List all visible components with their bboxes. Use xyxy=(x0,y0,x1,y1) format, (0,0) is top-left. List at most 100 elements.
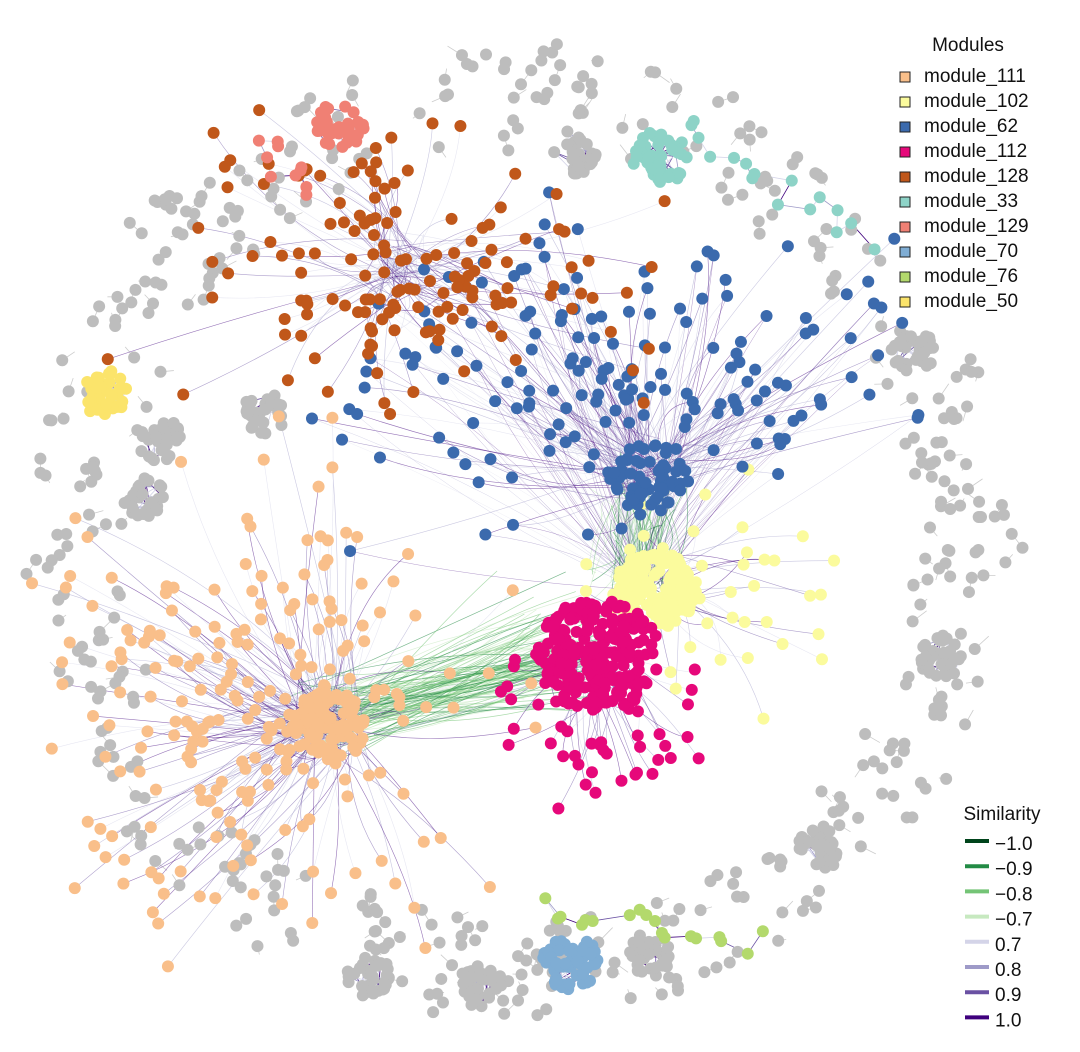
node xyxy=(264,236,277,249)
node xyxy=(222,267,235,280)
node xyxy=(631,964,644,977)
node xyxy=(954,499,967,512)
node xyxy=(772,467,785,480)
node xyxy=(690,260,703,273)
node xyxy=(915,447,928,460)
node xyxy=(342,132,355,145)
edge xyxy=(674,294,847,478)
node xyxy=(812,884,825,897)
node xyxy=(571,223,584,236)
node xyxy=(306,917,319,930)
node xyxy=(495,330,508,343)
node xyxy=(531,1009,544,1022)
node xyxy=(533,237,546,250)
node xyxy=(347,166,360,179)
node xyxy=(56,656,69,669)
node xyxy=(333,196,346,209)
node xyxy=(541,667,554,680)
node xyxy=(214,683,227,696)
edge xyxy=(393,249,437,275)
node xyxy=(321,534,334,547)
node xyxy=(627,364,640,377)
node xyxy=(476,221,489,234)
node xyxy=(259,403,272,416)
node xyxy=(426,117,439,130)
node xyxy=(896,316,909,329)
node xyxy=(149,783,162,796)
node xyxy=(128,351,141,364)
node xyxy=(308,352,321,365)
node xyxy=(287,934,300,947)
edge xyxy=(397,242,589,261)
node xyxy=(923,663,936,676)
node xyxy=(935,658,948,671)
node xyxy=(640,677,653,690)
node xyxy=(653,728,666,741)
node xyxy=(650,663,663,676)
node xyxy=(93,625,106,638)
node xyxy=(498,1007,511,1020)
node xyxy=(216,215,229,228)
node xyxy=(959,718,972,731)
node xyxy=(571,955,584,968)
node xyxy=(45,742,58,755)
node xyxy=(899,437,912,450)
node xyxy=(707,249,720,262)
node xyxy=(668,565,681,578)
node xyxy=(570,625,583,638)
node xyxy=(326,461,339,474)
node xyxy=(509,167,522,180)
node xyxy=(649,629,662,642)
node xyxy=(149,430,162,443)
node xyxy=(101,353,114,366)
node xyxy=(919,638,932,651)
node xyxy=(254,613,267,626)
node xyxy=(274,743,287,756)
node xyxy=(662,171,675,184)
node xyxy=(547,384,560,397)
legend-label: module_111 xyxy=(924,66,1026,87)
node xyxy=(815,398,828,411)
node xyxy=(461,921,474,934)
edge xyxy=(472,422,641,591)
legend-label: 0.9 xyxy=(995,985,1021,1006)
node xyxy=(902,670,915,683)
node xyxy=(738,616,751,629)
legend-label: 1.0 xyxy=(995,1010,1021,1031)
node xyxy=(171,655,184,668)
node xyxy=(378,397,391,410)
node xyxy=(630,454,643,467)
node xyxy=(874,254,887,267)
node xyxy=(136,488,149,501)
node xyxy=(900,364,913,377)
edge xyxy=(198,227,400,300)
node xyxy=(271,848,284,861)
node xyxy=(371,367,384,380)
node xyxy=(519,232,532,245)
node xyxy=(260,870,273,883)
node xyxy=(577,70,590,83)
node xyxy=(173,837,186,850)
edge xyxy=(163,738,344,894)
node xyxy=(454,120,467,133)
node xyxy=(612,378,625,391)
node xyxy=(93,300,106,313)
node xyxy=(748,168,761,181)
node xyxy=(57,412,70,425)
node xyxy=(640,579,653,592)
node xyxy=(225,826,238,839)
legend-swatch xyxy=(899,246,911,258)
node xyxy=(315,106,328,119)
node xyxy=(507,518,520,531)
node xyxy=(554,315,567,328)
node xyxy=(433,323,446,336)
edge xyxy=(407,274,497,305)
edge xyxy=(298,253,401,266)
node xyxy=(845,371,858,384)
node xyxy=(281,374,294,387)
node xyxy=(240,912,253,925)
legend-swatch xyxy=(899,221,911,233)
node xyxy=(352,115,365,128)
node xyxy=(655,128,668,141)
node xyxy=(265,190,278,203)
